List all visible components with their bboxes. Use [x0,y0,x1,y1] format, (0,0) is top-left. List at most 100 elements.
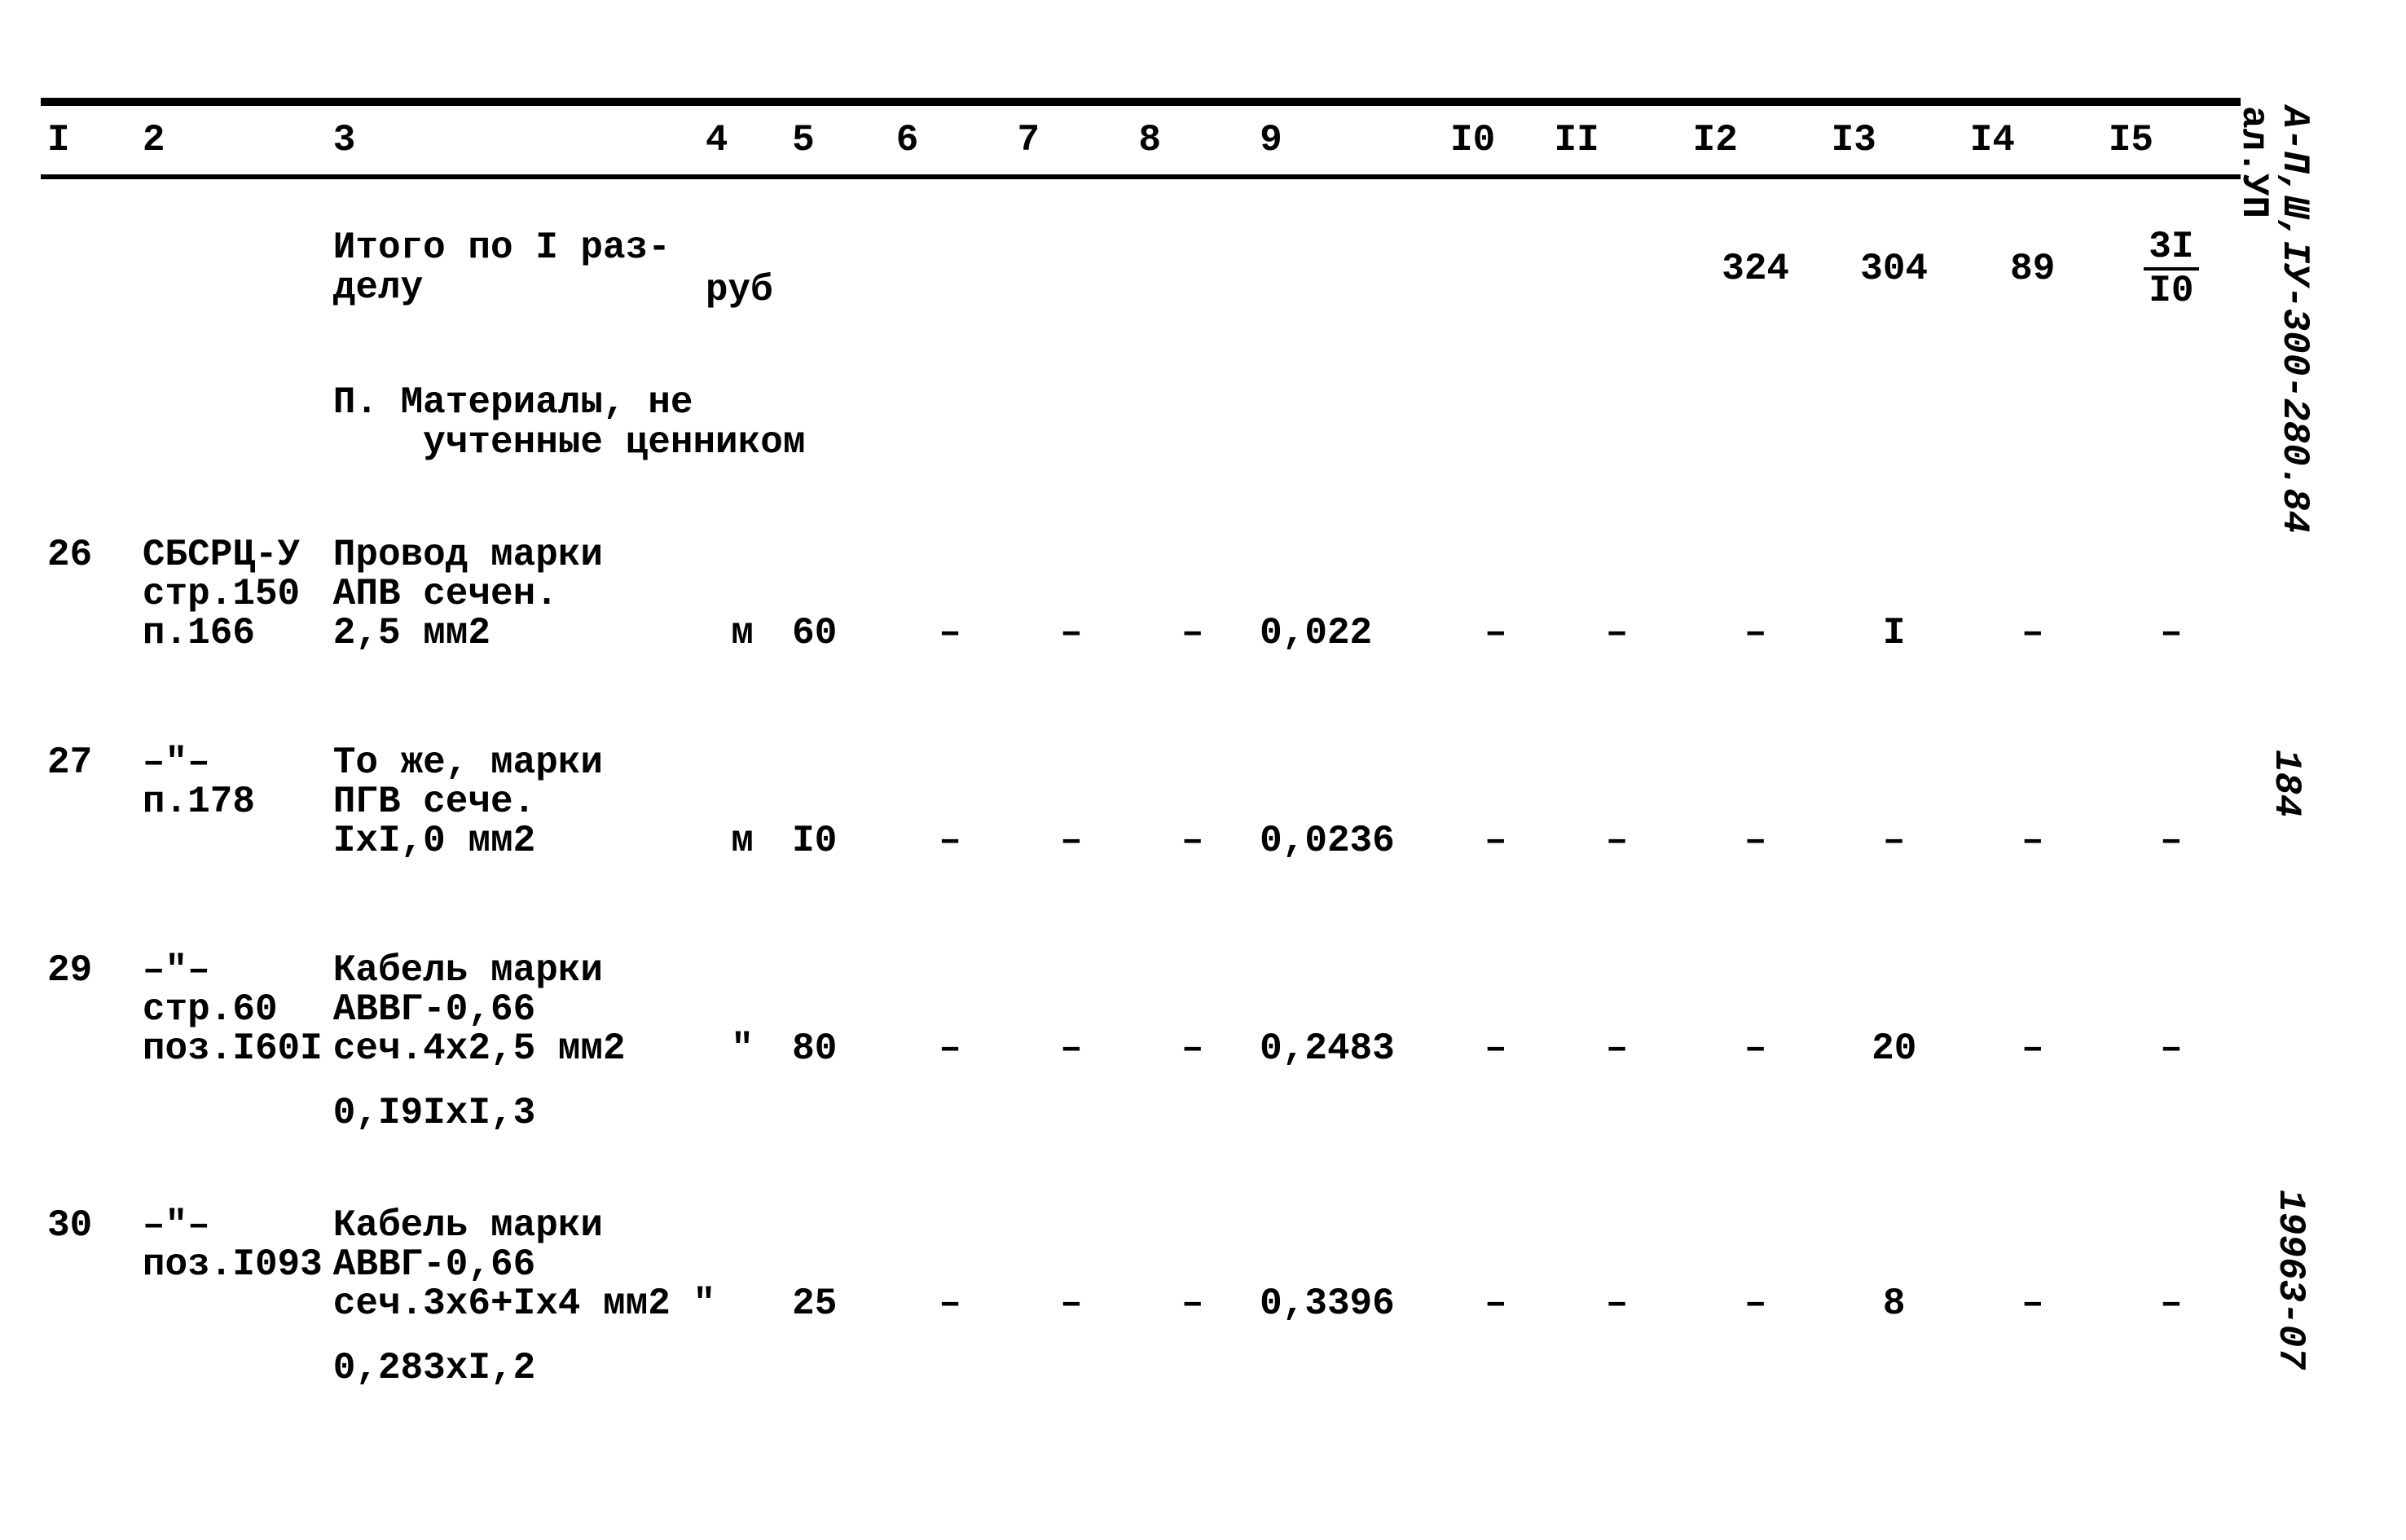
description: То же, марки ПГВ сече. IxI,0 мм2 [327,743,699,861]
dash: – [1011,535,1133,653]
text-line: стр.150 [143,573,300,615]
dash: – [1964,1206,2102,1324]
unit: руб [699,228,785,310]
dash: – [1548,743,1687,861]
dash: – [890,951,1011,1069]
margin-page-number: 184 [2267,750,2306,817]
dash: – [1011,743,1133,861]
dash: – [1132,535,1253,653]
dash: – [1444,535,1548,653]
margin-doc-number: А-П,Ш,IУ-300-280.84 [2275,106,2314,534]
section-header-row: П. Материалы, не учтенные ценником [41,383,2241,462]
dash: – [890,743,1011,861]
col-header: I5 [2102,102,2241,177]
section-title: П. Материалы, не учтенные ценником [327,383,1011,462]
dash: – [1825,743,1964,861]
text-line: сеч.4x2,5 мм2 [333,1027,626,1070]
text-line: СБСРЦ-У [143,534,300,576]
text-line: сеч.3x6+Iх4 мм2 [333,1283,671,1325]
unit: " [699,951,785,1069]
unit: м [699,535,785,653]
text-line: IxI,0 мм2 [333,820,535,862]
fraction-numerator: 3I [2144,228,2198,271]
col-header: 5 [785,102,890,177]
text-line: 2,5 мм2 [333,612,490,654]
value: 80 [785,951,890,1069]
dash: – [1444,951,1548,1069]
value: I [1825,535,1964,653]
value: 25 [785,1206,890,1324]
value: 8 [1825,1206,1964,1324]
text-line: –"– [143,949,210,992]
text-line: ПГВ сече. [333,781,535,823]
value: 0,3396 [1253,1206,1444,1324]
dash: – [2102,535,2241,653]
table-row-note: 0,283xI,2 [41,1324,2241,1388]
dash: – [1964,743,2102,861]
text-line: АВВГ-0,66 [333,1243,535,1286]
dash: – [1011,1206,1133,1324]
dash: – [1132,951,1253,1069]
text-line: учтенные ценником [333,421,806,464]
col-header: I0 [1444,102,1548,177]
dash: – [890,535,1011,653]
table-row-note: 0,I9IxI,3 [41,1069,2241,1133]
dash: – [1011,951,1133,1069]
fraction-denominator: I0 [2144,271,2198,310]
dash: – [1548,535,1687,653]
text-line: –"– [143,741,210,784]
reference: –"– п.178 [136,743,327,861]
table-row: 29 –"– стр.60 поз.I60I Кабель марки АВВГ… [41,951,2241,1069]
text-line: стр.60 [143,988,278,1031]
description: Кабель марки АВВГ-0,66 сеч.3x6+Iх4 мм2 " [327,1206,785,1324]
value: 89 [1964,228,2102,310]
unit: " [693,1283,715,1325]
table-row: 27 –"– п.178 То же, марки ПГВ сече. IxI,… [41,743,2241,861]
text-line: Кабель марки [333,1204,603,1247]
reference: СБСРЦ-У стр.150 п.166 [136,535,327,653]
unit: м [699,743,785,861]
section-total-row: Итого по I раз- делу руб 324 304 89 3I I… [41,228,2241,310]
col-header: II [1548,102,1687,177]
margin-doc-series: ал.УП [2234,106,2273,218]
reference: –"– стр.60 поз.I60I [136,951,327,1069]
row-number: 27 [41,743,136,861]
col-header: I4 [1964,102,2102,177]
col-header: 9 [1253,102,1444,177]
value: 324 [1687,228,1825,310]
value: 60 [785,535,890,653]
value: 304 [1825,228,1964,310]
dash: – [1548,1206,1687,1324]
dash: – [1964,951,2102,1069]
dash: – [1687,535,1825,653]
text-line: –"– [143,1204,210,1247]
text-line: поз.I60I [143,1027,323,1070]
table-row: 30 –"– поз.I093 Кабель марки АВВГ-0,66 с… [41,1206,2241,1324]
dash: – [1687,743,1825,861]
row-number: 30 [41,1206,136,1324]
text-line: поз.I093 [143,1243,323,1286]
dash: – [1444,743,1548,861]
table-row: 26 СБСРЦ-У стр.150 п.166 Провод марки АП… [41,535,2241,653]
description: Кабель марки АВВГ-0,66 сеч.4x2,5 мм2 [327,951,699,1069]
col-header: 7 [1011,102,1133,177]
dash: – [1964,535,2102,653]
dash: – [1687,951,1825,1069]
row-number: 29 [41,951,136,1069]
dash: – [1444,1206,1548,1324]
col-header: I2 [1687,102,1825,177]
value: 0,0236 [1253,743,1444,861]
text-line: п.178 [143,781,255,823]
dash: – [1548,951,1687,1069]
value: 0,2483 [1253,951,1444,1069]
dash: – [890,1206,1011,1324]
estimate-table: I 2 3 4 5 6 7 8 9 I0 II I2 I3 I4 I5 Итог… [41,98,2241,1388]
col-header: 6 [890,102,1011,177]
text-line: Итого по I раз- [333,227,671,269]
text-line: Кабель марки [333,949,603,992]
text-line: делу [333,266,423,309]
text-line: п.166 [143,612,255,654]
description: Итого по I раз- делу [327,228,699,310]
margin-archive-code: 19963-07 [2271,1190,2310,1370]
col-header: I [41,102,136,177]
